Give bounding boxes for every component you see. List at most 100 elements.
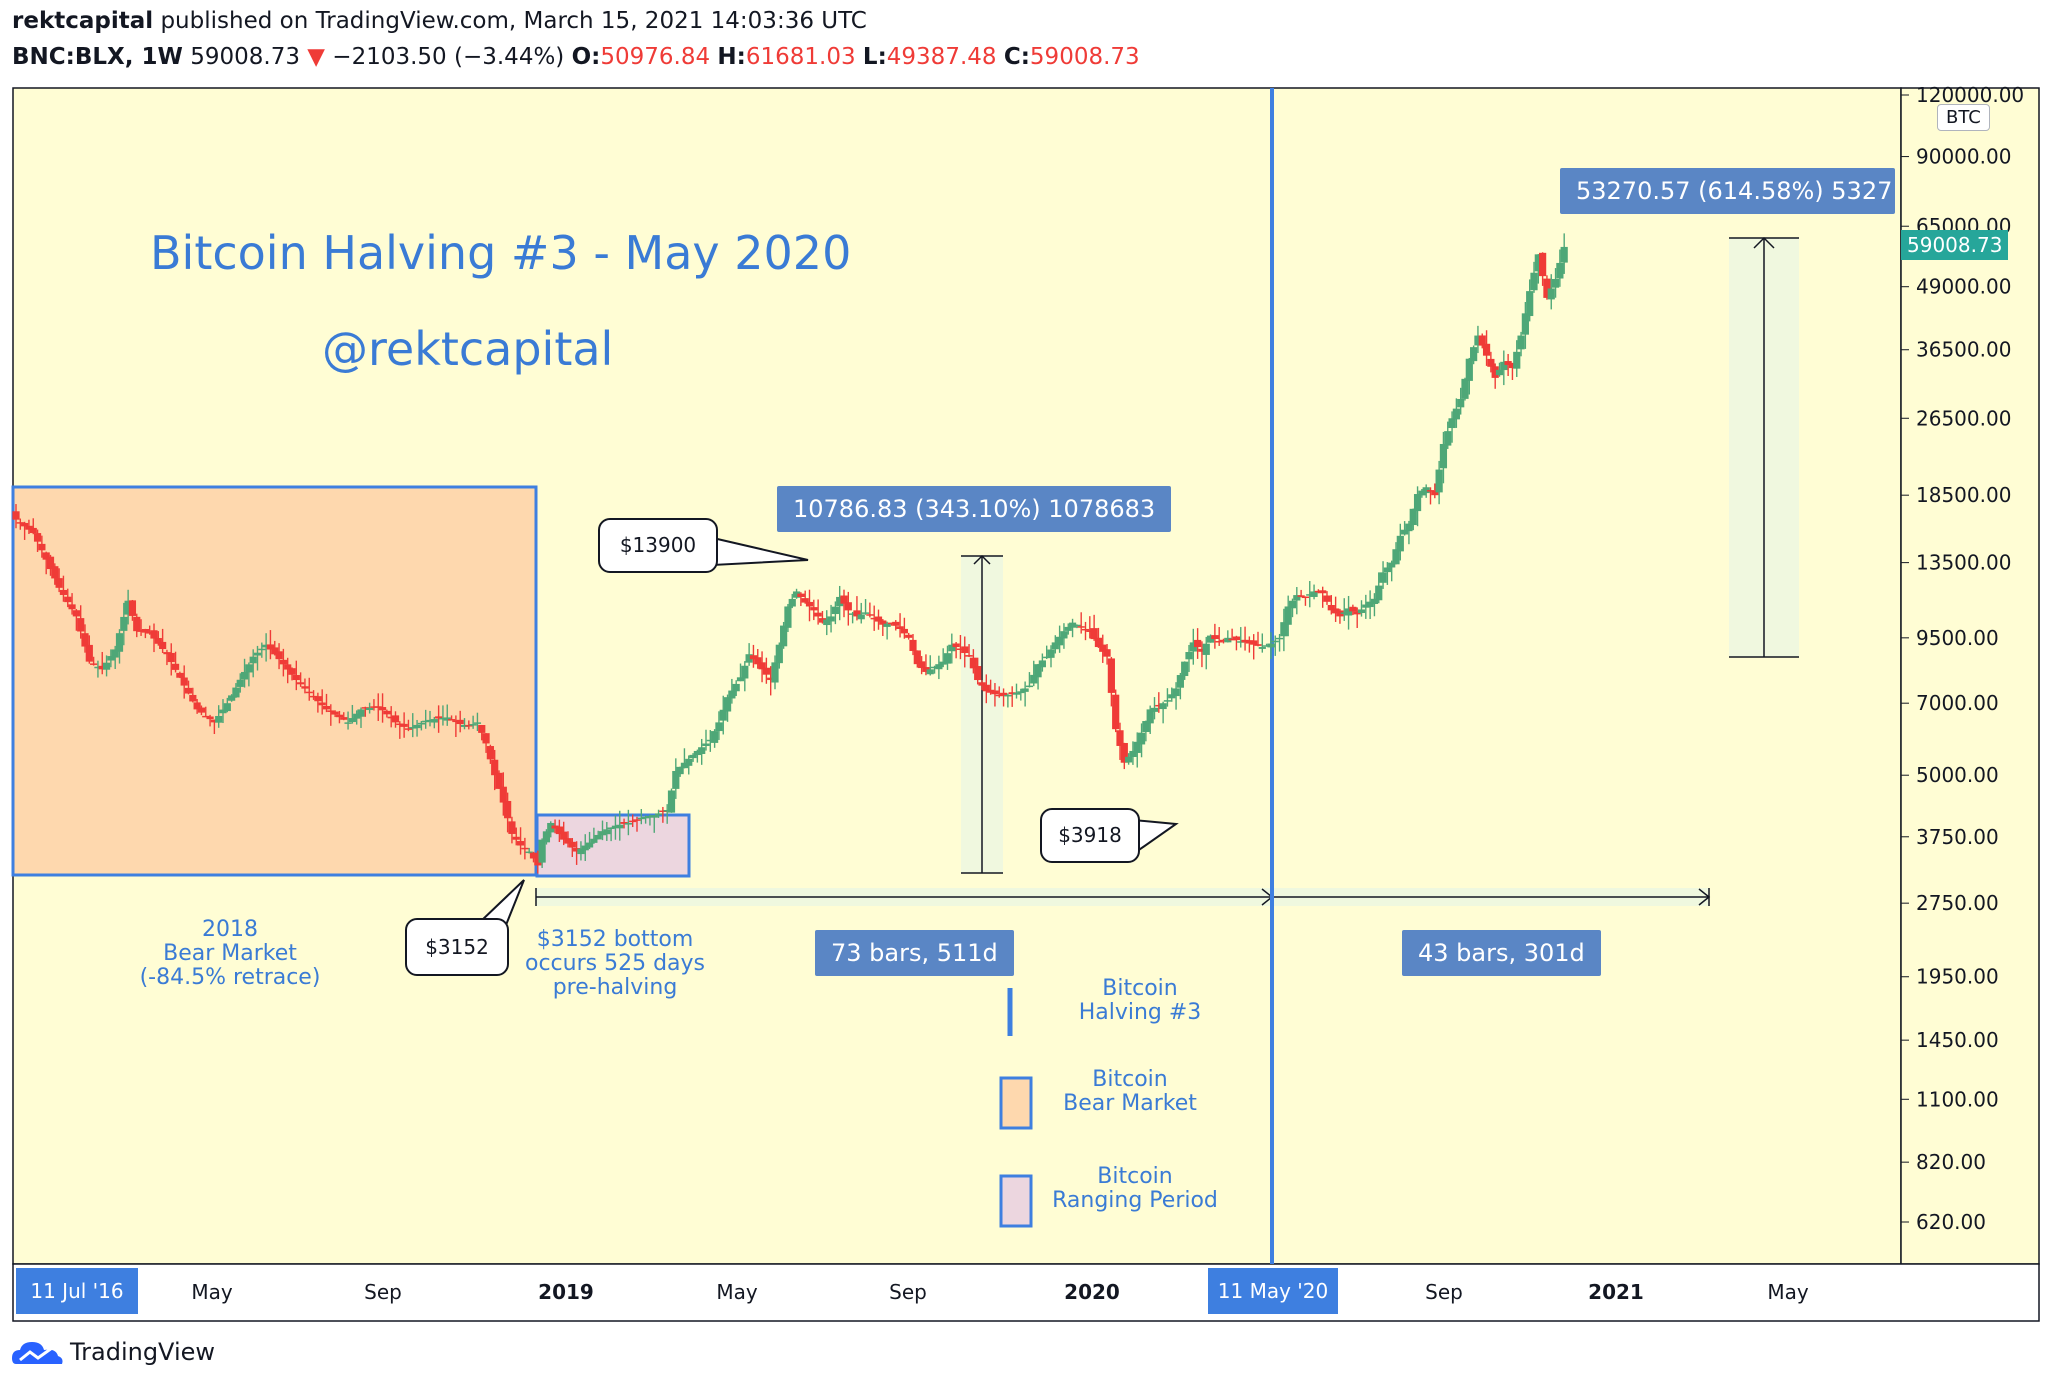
candle-body [1344, 608, 1353, 616]
candle-body [1030, 674, 1038, 684]
tradingview-brand[interactable]: TradingView [12, 1338, 215, 1368]
candle-body [585, 842, 594, 848]
time-axis-panel[interactable] [12, 1263, 2040, 1322]
candle-body [797, 593, 805, 598]
bear-market-zone [11, 485, 538, 877]
range-label-2[interactable]: 53270.57 (614.58%) 5327 [1560, 168, 1895, 214]
candle-body [167, 652, 175, 663]
candle-body [762, 667, 770, 675]
candle-body [1047, 649, 1055, 658]
symbol-label[interactable]: BNC:BLX, 1W [12, 44, 183, 70]
candle-body [637, 817, 645, 820]
bottom-note-line-2: occurs 525 days [524, 951, 705, 976]
candle-body [1068, 622, 1077, 628]
bars-label-2[interactable]: 43 bars, 301d [1402, 930, 1601, 976]
range-label-1[interactable]: 10786.83 (343.10%) 1078683 [777, 486, 1172, 532]
callout-3918[interactable]: $3918 [1040, 808, 1140, 863]
candle-body [892, 621, 900, 626]
candle-body [594, 834, 602, 840]
candle-body [823, 619, 831, 626]
candle-body [874, 616, 883, 622]
candle-body [297, 682, 305, 685]
candle-body [659, 810, 667, 813]
candle-body [279, 659, 287, 665]
candle-body [1056, 636, 1064, 646]
candle-body [184, 687, 193, 694]
candle-body [1172, 688, 1180, 697]
candle-body [939, 661, 947, 665]
candle-body [1534, 254, 1542, 272]
candle-body [1392, 549, 1400, 565]
candle-body [163, 652, 171, 655]
candle-body [590, 838, 598, 843]
currency-badge[interactable]: BTC [1937, 104, 1990, 131]
candle-body [771, 662, 779, 683]
candle-body [857, 614, 865, 620]
candle-body [607, 827, 615, 830]
candle-body [1508, 363, 1517, 369]
candle-body [1409, 508, 1417, 526]
candle-body [1310, 591, 1318, 597]
candle-body [197, 707, 206, 713]
candle-body [654, 813, 663, 815]
candle-body [327, 710, 335, 712]
callout-3152[interactable]: $3152 [405, 918, 509, 976]
candle-body [827, 616, 835, 622]
candle-body [1159, 703, 1167, 710]
candle-body [25, 525, 33, 530]
candle-body [1366, 601, 1374, 608]
candle-body [508, 821, 516, 834]
candle-body [982, 684, 990, 692]
candle-body [1116, 730, 1124, 746]
candle-body [1349, 606, 1357, 612]
price-axis-panel[interactable] [1900, 87, 2040, 1265]
candle-body [1530, 272, 1538, 291]
candle-body [38, 543, 46, 551]
candle-body [1146, 709, 1154, 724]
candle-body [1120, 742, 1128, 763]
candle-body [1215, 640, 1223, 643]
candle-body [1232, 636, 1241, 641]
bear-note-line-1: 2018 [202, 917, 258, 942]
bear-note-line-3: (-84.5% retrace) [139, 965, 321, 990]
candle-body [715, 722, 723, 732]
bars-label-1[interactable]: 73 bars, 511d [815, 930, 1014, 976]
price-tick-label: 5000.00 [1916, 763, 1999, 787]
candle-body [1198, 648, 1206, 652]
candle-body [736, 677, 745, 682]
candle-body [249, 656, 257, 664]
candle-body [42, 552, 50, 560]
candle-body [814, 612, 822, 617]
time-axis-halving-date[interactable]: 11 May '20 [1208, 1268, 1338, 1314]
candle-body [624, 822, 632, 825]
candle-body [1176, 675, 1184, 688]
candle-body [400, 723, 408, 727]
candle-body [1284, 606, 1292, 625]
time-tick-label: 2020 [1064, 1280, 1120, 1304]
candle-body [128, 600, 137, 616]
author-name[interactable]: rektcapital [12, 8, 154, 34]
candle-body [1301, 596, 1310, 599]
candle-body [749, 655, 758, 660]
candle-body [1452, 408, 1460, 420]
candle-body [913, 650, 921, 665]
candle-body [141, 628, 149, 633]
time-axis-start-date[interactable]: 11 Jul '16 [16, 1268, 138, 1314]
candle-body [266, 644, 275, 650]
candle-body [1379, 572, 1387, 583]
candle-body [85, 644, 93, 662]
price-tick-label: 9500.00 [1916, 626, 1999, 650]
candle-body [1435, 469, 1443, 493]
candle-body [90, 663, 98, 665]
candle-body [598, 831, 607, 836]
candle-body [905, 634, 913, 638]
candle-body [482, 733, 490, 744]
candle-body [1094, 637, 1103, 648]
tradingview-label: TradingView [70, 1338, 216, 1366]
callout-13900[interactable]: $13900 [598, 518, 718, 573]
candle-body [404, 728, 413, 730]
candle-body [1521, 313, 1529, 335]
candle-body [1457, 398, 1465, 408]
candle-body [711, 731, 719, 743]
